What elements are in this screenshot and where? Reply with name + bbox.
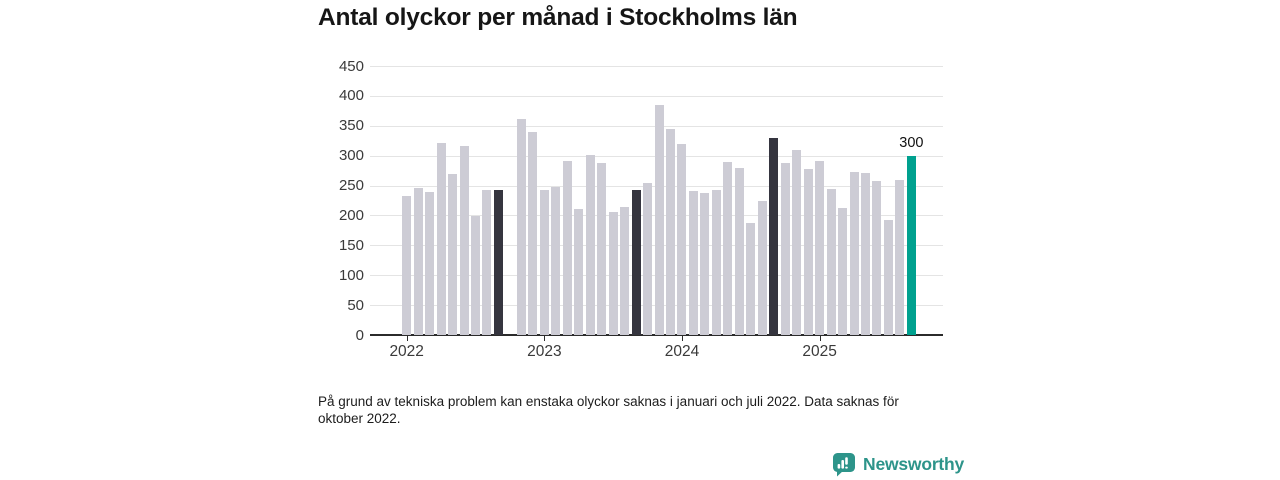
- bar-2025-05: [861, 173, 870, 335]
- chart-title: Antal olyckor per månad i Stockholms län: [318, 4, 798, 31]
- bar-2022-06: [459, 145, 469, 335]
- bar-2024-01: [677, 143, 687, 335]
- x-axis-label-2024: 2024: [664, 343, 700, 360]
- y-axis-label-300: 300: [338, 147, 364, 165]
- bar-2022-05: [448, 174, 458, 335]
- bar-2022-12: [528, 131, 538, 335]
- bar-2022-02: [413, 187, 423, 335]
- y-axis-label-400: 400: [338, 87, 364, 105]
- x-axis-line: [370, 334, 943, 336]
- x-axis-tick-2022: [406, 336, 408, 341]
- newsworthy-logo: Newsworthy: [832, 451, 964, 477]
- bar-2023-10: [643, 182, 653, 335]
- bar-2024-10: [780, 163, 790, 335]
- bar-2024-08: [757, 200, 767, 335]
- latest-value-label: 300: [899, 134, 924, 151]
- bar-2023-07: [608, 212, 618, 335]
- x-axis-label-2023: 2023: [527, 343, 562, 360]
- x-axis-label-2025: 2025: [802, 343, 837, 360]
- bar-2022-11: [516, 119, 526, 335]
- bar-2022-04: [436, 143, 446, 335]
- bar-2023-02: [551, 186, 561, 335]
- bar-2025-03: [838, 207, 848, 335]
- newsworthy-logo-text: Newsworthy: [863, 453, 965, 474]
- bar-2023-12: [666, 128, 675, 335]
- bar-2023-03: [562, 161, 572, 335]
- bar-2024-05: [723, 161, 733, 335]
- x-axis-tick-2023: [544, 336, 546, 341]
- y-axis-label-250: 250: [338, 177, 364, 195]
- bar-2025-01: [815, 161, 825, 335]
- bar-2025-02: [826, 189, 836, 335]
- y-axis-label-0: 0: [355, 326, 364, 344]
- x-axis-tick-2024: [681, 336, 683, 341]
- bar-2022-03: [425, 192, 435, 335]
- x-axis-label-2022: 2022: [389, 343, 424, 360]
- y-axis-label-150: 150: [338, 236, 364, 254]
- y-axis-label-50: 50: [347, 296, 364, 314]
- gridline-400: [370, 95, 943, 97]
- bar-2022-08: [482, 189, 492, 335]
- bar-2023-06: [597, 163, 607, 335]
- bar-2023-01: [539, 190, 549, 335]
- bar-2024-04: [711, 189, 721, 335]
- bar-2024-06: [734, 168, 744, 335]
- bar-2023-09: [631, 190, 641, 335]
- newsworthy-bar-chart-bubble-icon: [832, 452, 856, 477]
- bar-2025-08: [895, 180, 905, 335]
- bar-2022-09: [493, 190, 503, 335]
- bar-2024-03: [700, 193, 710, 335]
- bar-2023-04: [574, 208, 584, 335]
- gridline-450: [370, 66, 943, 67]
- y-axis-label-200: 200: [338, 206, 364, 224]
- bar-2023-05: [585, 155, 595, 335]
- y-axis-label-350: 350: [338, 117, 364, 135]
- chart-footnote: På grund av tekniska problem kan enstaka…: [318, 394, 899, 426]
- bar-2025-06: [872, 180, 882, 335]
- bar-2025-09: [906, 155, 916, 335]
- y-axis-label-450: 450: [338, 57, 364, 75]
- bar-2024-12: [803, 169, 813, 335]
- bar-2022-01: [402, 196, 412, 335]
- bar-2024-11: [792, 149, 802, 335]
- bar-2025-04: [849, 172, 859, 335]
- bar-2023-08: [620, 207, 630, 335]
- bar-2024-09: [769, 137, 779, 335]
- bar-2024-07: [746, 222, 756, 335]
- bar-2023-11: [654, 104, 664, 335]
- bar-2025-07: [883, 219, 893, 335]
- y-axis-label-100: 100: [338, 266, 364, 284]
- bar-2022-07: [471, 216, 481, 335]
- x-axis-tick-2025: [819, 336, 821, 341]
- bar-2024-02: [688, 190, 698, 335]
